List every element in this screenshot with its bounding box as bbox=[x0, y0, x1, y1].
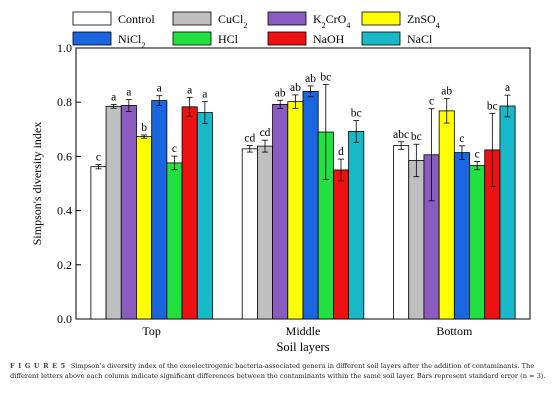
significance-letter: d bbox=[338, 146, 344, 158]
significance-letter: a bbox=[157, 83, 162, 95]
y-axis-label: Simpson's diversity index bbox=[30, 122, 44, 246]
legend-label-text: NiCl bbox=[118, 32, 142, 46]
legend-label: Control bbox=[118, 12, 155, 26]
y-tick-label: 0.2 bbox=[57, 258, 72, 272]
bar bbox=[302, 90, 319, 320]
significance-letter: bc bbox=[411, 131, 422, 143]
significance-letter: b bbox=[141, 122, 147, 134]
bar bbox=[181, 106, 198, 320]
legend-swatch bbox=[72, 11, 112, 26]
legend-label-text: HCl bbox=[218, 32, 239, 46]
bar bbox=[469, 165, 486, 320]
chart: 0.0 0.2 0.4 0.6 0.8 1.0 Simpson's diversity in… bbox=[30, 11, 531, 354]
legend-swatch bbox=[172, 31, 212, 46]
bar bbox=[393, 145, 410, 320]
legend-swatch bbox=[361, 31, 401, 46]
bar bbox=[332, 169, 349, 320]
significance-letter: ab bbox=[305, 73, 316, 85]
significance-letter: c bbox=[429, 96, 434, 108]
legend-swatch bbox=[267, 31, 307, 46]
bar bbox=[499, 105, 516, 320]
significance-letter: a bbox=[111, 91, 116, 103]
bar bbox=[90, 166, 107, 320]
legend-label-text: NaCl bbox=[407, 32, 433, 46]
x-axis-label: Soil layers bbox=[276, 340, 329, 354]
significance-letter: cd bbox=[260, 127, 271, 139]
x-tick-label: Bottom bbox=[436, 324, 473, 338]
significance-letter: c bbox=[475, 149, 480, 161]
legend-label: CuCl2 bbox=[218, 12, 247, 30]
significance-letter: a bbox=[126, 86, 131, 98]
caption-text: Simpson’s diversity index of the exoelec… bbox=[10, 362, 546, 380]
bar bbox=[348, 131, 365, 320]
significance-letter: a bbox=[505, 82, 510, 94]
legend-label-subscript: 2 bbox=[243, 21, 247, 30]
bar bbox=[272, 103, 289, 320]
legend-label-text: CrO bbox=[326, 12, 347, 26]
legend-label-text: NaOH bbox=[313, 32, 345, 46]
significance-letter: ab bbox=[275, 87, 286, 99]
bar bbox=[166, 162, 183, 320]
significance-letter: c bbox=[172, 143, 177, 155]
legend-swatch bbox=[361, 11, 401, 26]
bar bbox=[120, 105, 137, 320]
bar bbox=[256, 145, 273, 320]
significance-letter: bc bbox=[487, 100, 498, 112]
y-tick-label: 0.8 bbox=[57, 95, 72, 109]
bar bbox=[438, 110, 455, 320]
y-tick-label: 0.4 bbox=[57, 204, 72, 218]
x-tick-label: Top bbox=[142, 324, 161, 338]
significance-letter: ab bbox=[441, 86, 452, 98]
legend-label-subscript: 4 bbox=[436, 21, 440, 30]
significance-letter: cd bbox=[244, 133, 255, 145]
bar bbox=[241, 148, 258, 320]
legend-label-text: CuCl bbox=[218, 12, 244, 26]
figure-caption: F I G U R E 5 Simpson’s diversity index o… bbox=[10, 362, 546, 381]
bar bbox=[196, 112, 213, 320]
legend-swatch bbox=[267, 11, 307, 26]
significance-letter: a bbox=[187, 84, 192, 96]
caption-label: F I G U R E 5 bbox=[10, 362, 66, 370]
bar bbox=[151, 100, 168, 320]
significance-letter: abc bbox=[393, 129, 409, 141]
x-tick-label: Middle bbox=[286, 324, 321, 338]
legend-swatch bbox=[72, 31, 112, 46]
legend-label-subscript: 2 bbox=[141, 41, 145, 50]
significance-letter: bc bbox=[351, 108, 362, 120]
bar bbox=[136, 136, 153, 320]
legend-label: NiCl2 bbox=[118, 32, 145, 50]
legend-label: ZnSO4 bbox=[407, 12, 440, 30]
bar bbox=[105, 105, 122, 320]
significance-letter: c bbox=[459, 133, 464, 145]
legend-label-text: K bbox=[313, 12, 322, 26]
legend-label-text: Control bbox=[118, 12, 155, 26]
legend-label: K2CrO4 bbox=[313, 12, 350, 30]
legend-label-text: ZnSO bbox=[407, 12, 436, 26]
y-tick-label: 0.0 bbox=[57, 312, 72, 326]
y-tick-label: 0.6 bbox=[57, 149, 72, 163]
legend-swatch bbox=[172, 11, 212, 26]
y-tick-label: 1.0 bbox=[57, 41, 72, 55]
significance-letter: ab bbox=[290, 82, 301, 94]
legend-label-subscript: 4 bbox=[346, 21, 350, 30]
significance-letter: a bbox=[202, 89, 207, 101]
significance-letter: c bbox=[96, 152, 101, 164]
legend-label: NaCl bbox=[407, 32, 433, 46]
bar bbox=[408, 160, 425, 320]
legend-label: HCl bbox=[218, 32, 239, 46]
bar bbox=[287, 101, 304, 320]
legend-label: NaOH bbox=[313, 32, 345, 46]
legend-label-subscript: 2 bbox=[322, 21, 326, 30]
significance-letter: bc bbox=[320, 72, 331, 84]
bar bbox=[453, 152, 470, 320]
